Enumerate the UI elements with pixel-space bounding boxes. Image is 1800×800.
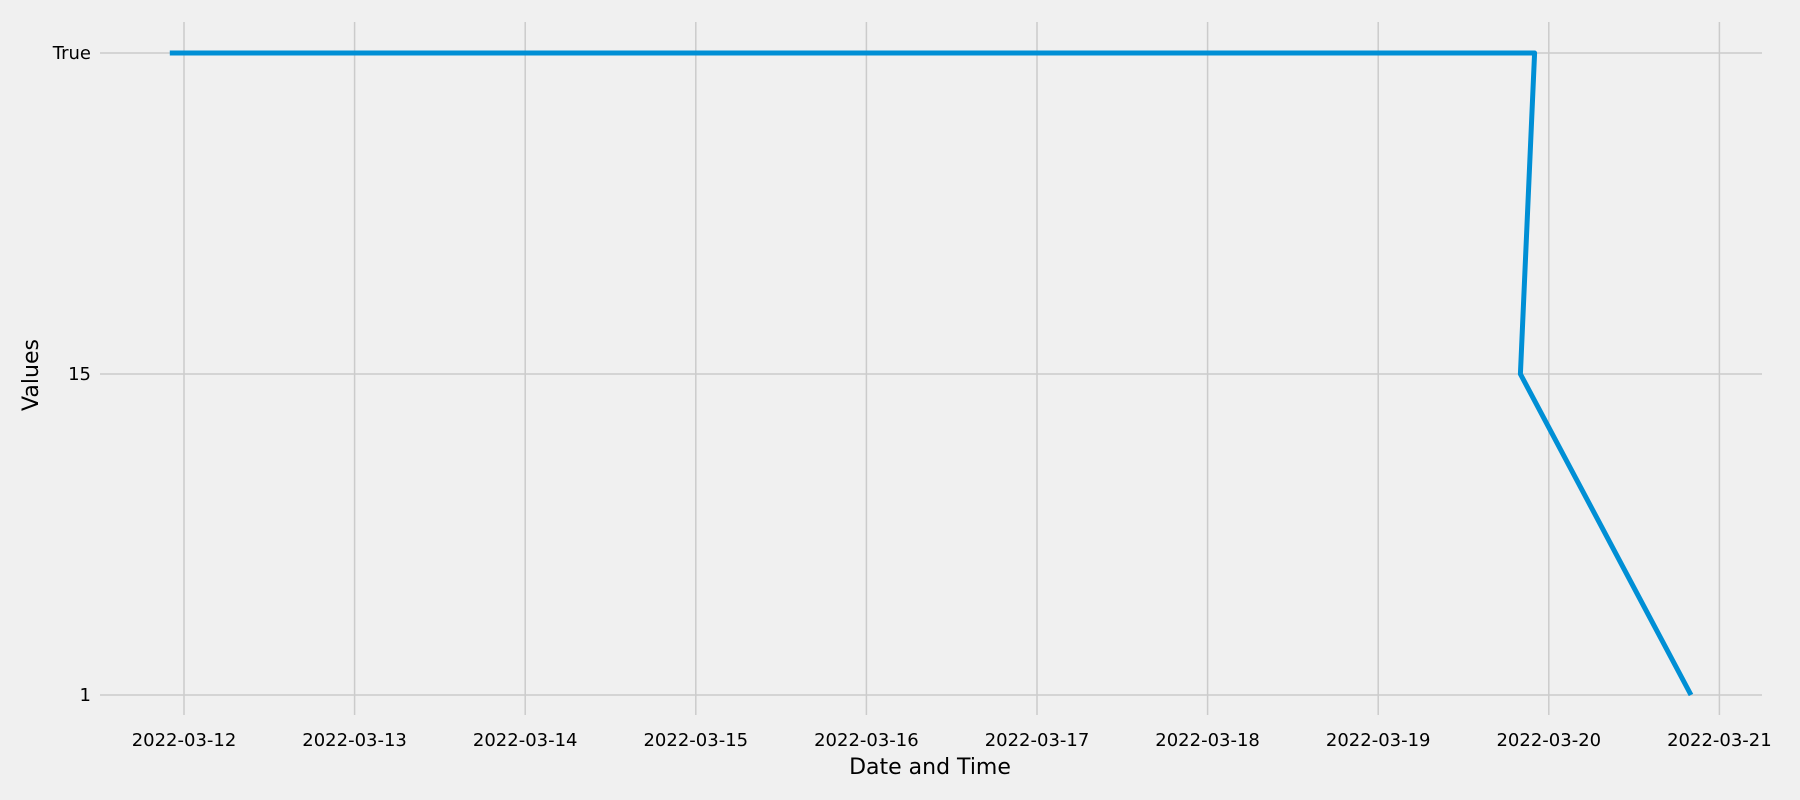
x-tick-label: 2022-03-13 [302, 730, 407, 751]
y-tick-label: 1 [80, 685, 91, 706]
grid-lines [100, 22, 1762, 715]
x-tick-label: 2022-03-12 [132, 730, 237, 751]
x-tick-label: 2022-03-15 [643, 730, 748, 751]
x-tick-label: 2022-03-17 [985, 730, 1090, 751]
y-tick-label: True [52, 43, 91, 64]
x-tick-label: 2022-03-21 [1667, 730, 1772, 751]
x-tick-label: 2022-03-19 [1326, 730, 1431, 751]
tick-labels: 2022-03-12 2022-03-13 2022-03-14 2022-03-15… [52, 43, 1772, 751]
x-tick-label: 2022-03-16 [814, 730, 919, 751]
x-axis-label: Date and Time [849, 755, 1011, 780]
x-tick-label: 2022-03-20 [1496, 730, 1601, 751]
x-tick-label: 2022-03-14 [473, 730, 578, 751]
series-layer [169, 50, 1694, 697]
y-axis-label: Values [19, 339, 44, 411]
series-line [169, 50, 1694, 697]
y-tick-label: 15 [68, 364, 91, 385]
x-tick-label: 2022-03-18 [1155, 730, 1260, 751]
